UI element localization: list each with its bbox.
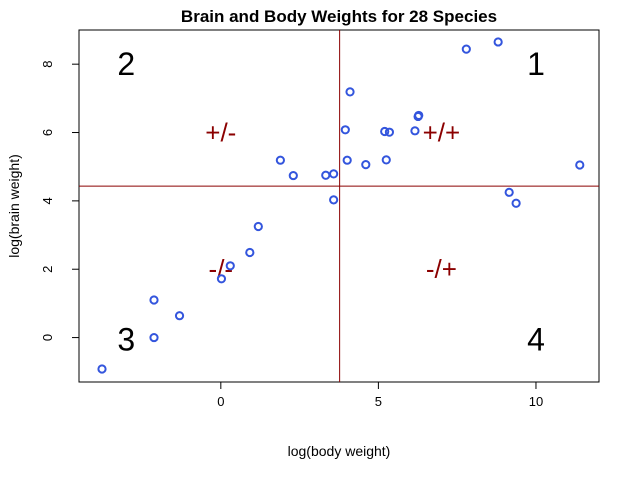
quadrant-number: 2 <box>117 46 135 82</box>
data-point <box>461 44 471 54</box>
data-point <box>149 332 159 343</box>
data-point <box>504 187 514 197</box>
data-point <box>493 37 503 47</box>
plot-frame <box>78 29 600 383</box>
data-point <box>410 126 420 136</box>
data-point <box>340 125 350 135</box>
quadrant-number: 3 <box>117 321 135 357</box>
data-point <box>345 87 355 97</box>
data-point <box>216 274 227 284</box>
quadrant-sign-label: -/+ <box>426 254 457 284</box>
data-point <box>174 311 185 321</box>
quadrant-sign-label: +/- <box>205 118 236 148</box>
data-point <box>288 170 298 181</box>
data-point <box>380 126 390 137</box>
x-tick-label: 10 <box>529 394 543 409</box>
data-point <box>149 295 159 305</box>
x-axis-label: log(body weight) <box>288 443 391 459</box>
x-tick-label: 0 <box>217 394 224 409</box>
y-tick-label: 8 <box>40 61 55 68</box>
data-point <box>97 364 107 374</box>
y-axis-label: log(brain weight) <box>6 154 22 258</box>
y-tick-label: 6 <box>40 129 55 136</box>
chart-title: Brain and Body Weights for 28 Species <box>181 7 497 26</box>
y-tick-label: 0 <box>40 334 55 341</box>
data-point <box>225 261 235 271</box>
quadrant-sign-label: +/+ <box>423 118 461 148</box>
y-tick-label: 2 <box>40 266 55 273</box>
data-point <box>361 160 371 170</box>
data-point <box>245 247 255 258</box>
data-point <box>384 127 395 137</box>
quadrant-number: 4 <box>527 321 545 357</box>
data-point <box>381 155 391 165</box>
quadrant-number: 1 <box>527 46 545 82</box>
data-point <box>329 169 339 179</box>
data-point <box>342 155 352 165</box>
x-tick-label: 5 <box>375 394 382 409</box>
data-point <box>321 170 331 180</box>
data-point <box>253 221 263 232</box>
y-tick-label: 4 <box>40 197 55 204</box>
data-point <box>414 110 424 121</box>
data-point <box>329 195 339 205</box>
data-point <box>575 160 585 170</box>
data-point <box>275 155 285 165</box>
data-point <box>511 198 521 208</box>
